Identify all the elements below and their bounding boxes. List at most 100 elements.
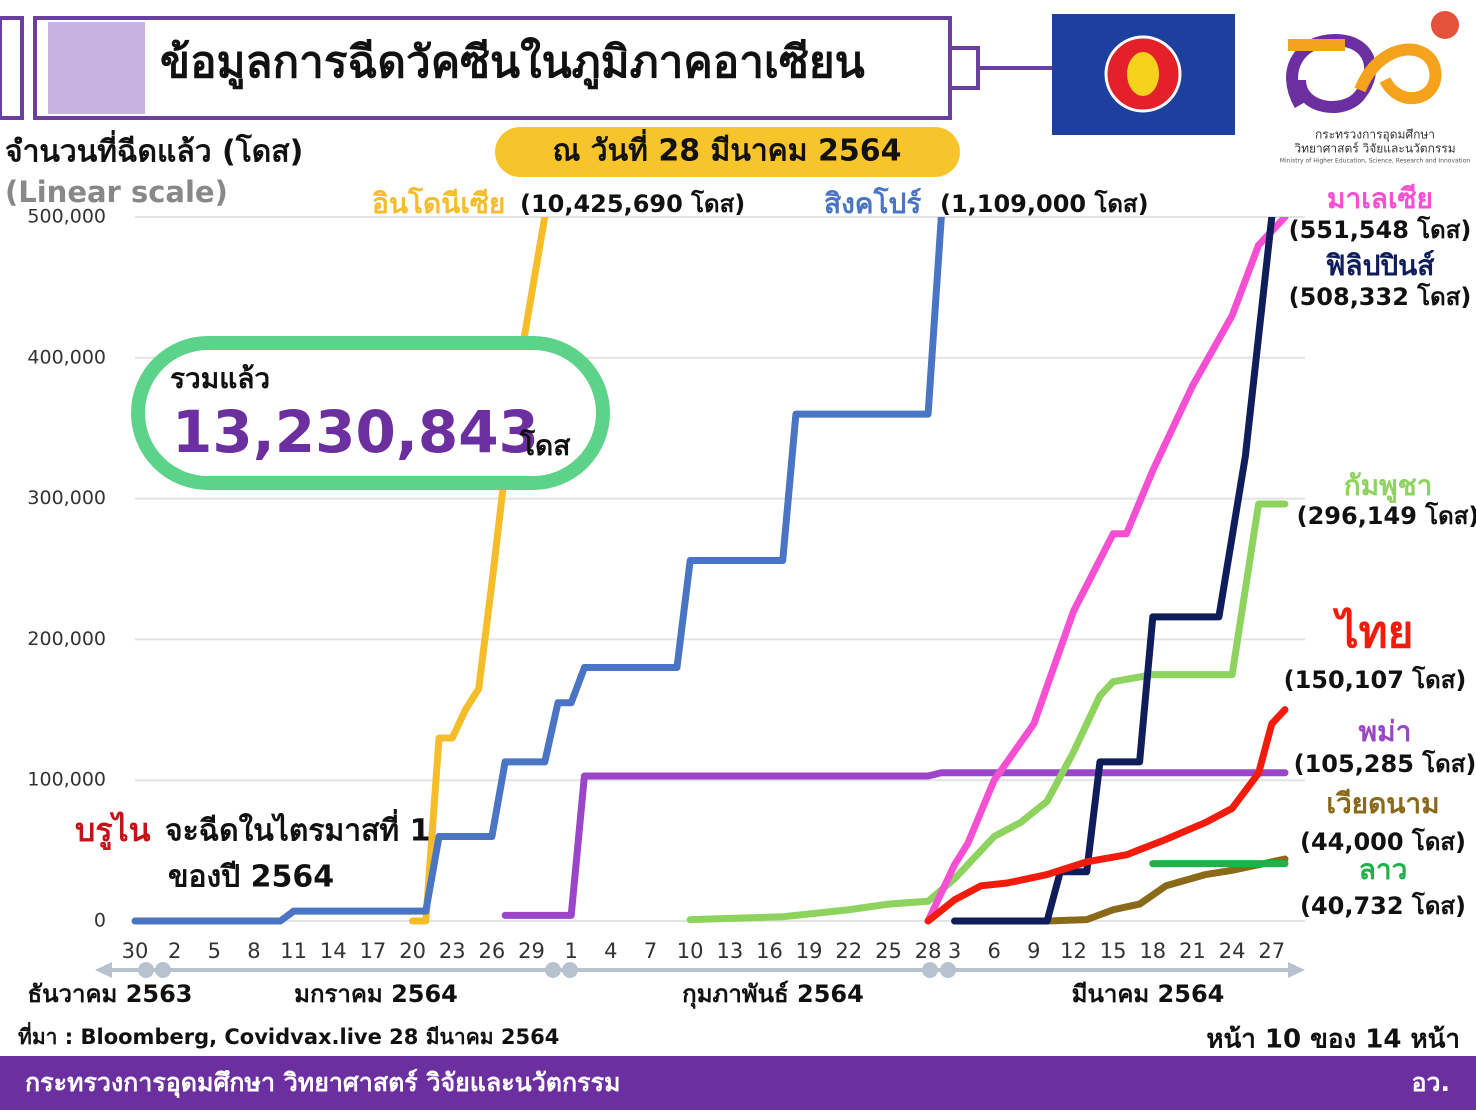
x-tick-label: 7 xyxy=(644,939,657,963)
total-unit: โดส xyxy=(519,428,571,462)
month-dots xyxy=(138,962,956,978)
syringe-end xyxy=(0,16,24,120)
org-name-en: Ministry of Higher Education, Science, R… xyxy=(1280,158,1471,165)
y-tick-label: 300,000 xyxy=(27,487,106,509)
brunei-name: บรูไน xyxy=(75,811,151,851)
y-tick-label: 200,000 xyxy=(27,628,106,650)
footer-bar xyxy=(0,1056,1476,1110)
x-tick-label: 9 xyxy=(1027,939,1040,963)
month-label: กุมภาพันธ์ 2564 xyxy=(682,980,864,1010)
x-tick-label: 23 xyxy=(439,939,466,963)
date-banner xyxy=(495,127,960,177)
x-tick-label: 8 xyxy=(247,939,260,963)
legend-value: (105,285 โดส) xyxy=(1294,749,1476,778)
x-tick-label: 2 xyxy=(168,939,181,963)
series-line xyxy=(501,769,1289,919)
legend-name: พม่า xyxy=(1359,715,1412,748)
x-tick-label: 21 xyxy=(1179,939,1206,963)
x-tick-label: 22 xyxy=(835,939,862,963)
legend-name: อินโดนีเซีย xyxy=(372,186,505,220)
syringe-body xyxy=(33,16,952,120)
syringe-fill xyxy=(48,22,145,114)
total-title: รวมแล้ว xyxy=(170,362,270,395)
x-tick-label: 15 xyxy=(1100,939,1127,963)
legend-name: กัมพูชา xyxy=(1344,469,1433,503)
series-line xyxy=(1043,855,1289,925)
legend-name: ฟิลิปปินส์ xyxy=(1325,249,1435,282)
labels: 30 2 5 8 11 14 17 20 23 26 29 1 4 7 10 13 16 19 22 25 28 3 6 9 1… xyxy=(27,182,1476,1010)
y-tick-label: 0 xyxy=(94,910,106,932)
series-line xyxy=(951,217,1276,925)
x-tick-label: 29 xyxy=(518,939,545,963)
x-tick-label: 20 xyxy=(399,939,426,963)
ministry: กระทรวงการอุดมศึกษา วิทยาศาสตร์ วิจัยและ… xyxy=(25,1068,620,1099)
source: ที่มา : Bloomberg, Covidvax.live 28 มีนา… xyxy=(18,1021,559,1049)
x-tick-label: 12 xyxy=(1060,939,1087,963)
x-tick-label: 28 xyxy=(915,939,942,963)
x-tick-label: 6 xyxy=(988,939,1001,963)
x-tick-label: 3 xyxy=(948,939,961,963)
x-tick-label: 14 xyxy=(320,939,347,963)
legend-value: (150,107 โดส) xyxy=(1284,665,1467,694)
legend-name: มาเลเซีย xyxy=(1327,182,1433,215)
logo-mark xyxy=(1286,33,1377,113)
x-tick-label: 30 xyxy=(122,939,149,963)
scale-note: (Linear scale) xyxy=(5,175,228,209)
series-line xyxy=(131,217,945,925)
title: ข้อมูลการฉีดวัคซีนในภูมิภาคอาเซียน xyxy=(160,36,865,89)
series-line xyxy=(924,706,1289,925)
org-name: กระทรวงการอุดมศึกษา xyxy=(1315,128,1435,143)
x-tick-label: 19 xyxy=(796,939,823,963)
date: ณ วันที่ 28 มีนาคม 2564 xyxy=(553,129,902,169)
logo-atom xyxy=(1431,11,1459,39)
flag-emblem xyxy=(1127,52,1159,96)
legend-name: ลาว xyxy=(1359,853,1408,886)
brunei-note: ของปี 2564 xyxy=(168,860,334,895)
month-label: มกราคม 2564 xyxy=(294,980,458,1008)
plot xyxy=(131,217,1289,925)
org-name: วิทยาศาสตร์ วิจัยและนวัตกรรม xyxy=(1294,142,1456,156)
x-tick-label: 16 xyxy=(756,939,783,963)
x-tick-label: 10 xyxy=(677,939,704,963)
y-axis-label: จำนวนที่ฉีดแล้ว (โดส) xyxy=(5,130,303,170)
x-tick-label: 17 xyxy=(360,939,387,963)
x-tick-label: 11 xyxy=(280,939,307,963)
x-tick-label: 5 xyxy=(208,939,221,963)
series-line xyxy=(409,217,549,925)
brunei-note: จะฉีดในไตรมาสที่ 1 xyxy=(165,809,430,849)
syringe-tip xyxy=(948,46,980,90)
x-tick-label: 25 xyxy=(875,939,902,963)
abbr: อว. xyxy=(1411,1068,1450,1097)
x-tick-label: 18 xyxy=(1139,939,1166,963)
legend-value: (551,548 โดส) xyxy=(1289,215,1472,244)
x-tick-label: 1 xyxy=(565,939,578,963)
month-label: ธันวาคม 2563 xyxy=(27,980,192,1008)
legend-value: (10,425,690 โดส) xyxy=(520,189,745,218)
x-tick-label: 26 xyxy=(479,939,506,963)
legend-value: (508,332 โดส) xyxy=(1289,282,1472,311)
x-tick-label: 13 xyxy=(716,939,743,963)
series-line xyxy=(686,500,1289,924)
x-tick-label: 4 xyxy=(604,939,617,963)
legend-value: (44,000 โดส) xyxy=(1300,827,1466,856)
month-label: มีนาคม 2564 xyxy=(1072,980,1225,1008)
legend-value: (40,732 โดส) xyxy=(1300,891,1466,920)
series-line xyxy=(924,217,1289,925)
legend-value: (1,109,000 โดส) xyxy=(940,189,1149,218)
total-box xyxy=(131,336,610,490)
y-tick-label: 500,000 xyxy=(27,206,106,228)
x-tick-label: 24 xyxy=(1219,939,1246,963)
legend-name: เวียดนาม xyxy=(1326,787,1439,820)
legend-name: ไทย xyxy=(1333,606,1414,658)
legend-value: (296,149 โดส) xyxy=(1297,501,1476,530)
x-tick-label: 27 xyxy=(1258,939,1285,963)
page-number: หน้า 10 ของ 14 หน้า xyxy=(1206,1025,1460,1055)
y-tick-label: 400,000 xyxy=(27,346,106,368)
y-tick-label: 100,000 xyxy=(27,769,106,791)
legend-name: สิงคโปร์ xyxy=(824,186,921,220)
total-value: 13,230,843 xyxy=(172,398,539,466)
logo-mark xyxy=(1288,39,1442,104)
